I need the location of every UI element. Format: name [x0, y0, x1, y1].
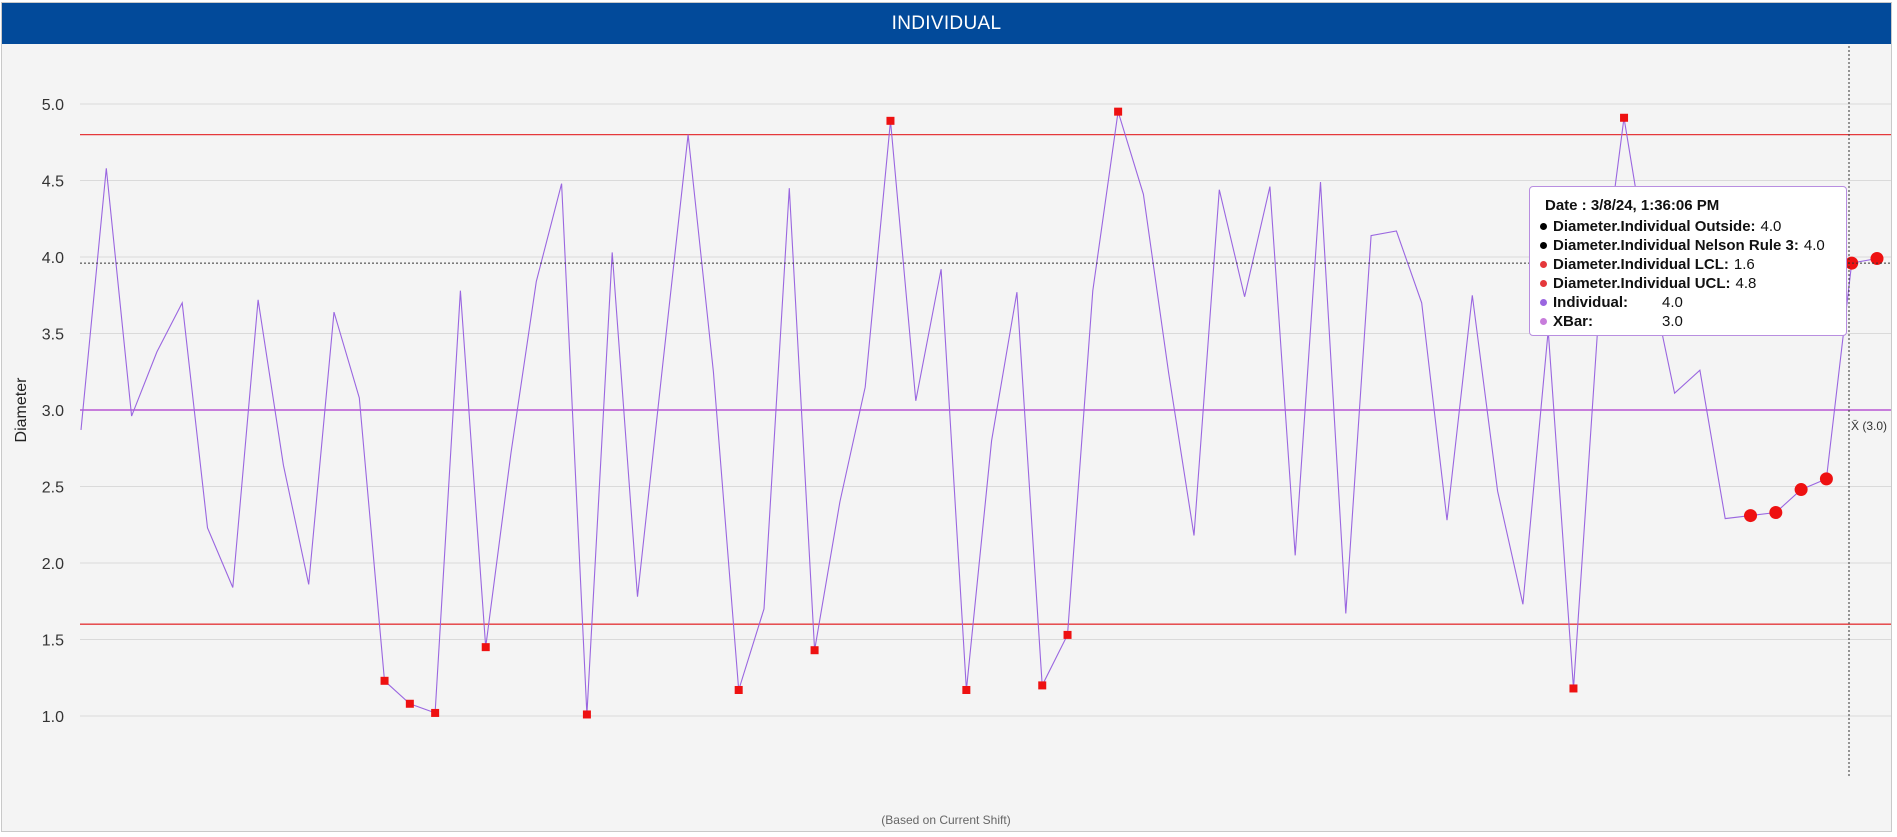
- nelson-rule-marker[interactable]: [1870, 252, 1884, 266]
- tooltip-row-ucl: Diameter.Individual UCL: 4.8: [1540, 274, 1836, 293]
- dot-icon: [1540, 223, 1547, 230]
- outside-limit-marker[interactable]: [1114, 107, 1123, 116]
- xbar-marker-label: X̄ (3.0): [1851, 419, 1887, 433]
- y-tick-label: 2.5: [42, 480, 64, 497]
- y-tick-label: 3.0: [42, 403, 64, 420]
- tooltip-row-nelson: Diameter.Individual Nelson Rule 3: 4.0: [1540, 236, 1836, 255]
- outside-limit-marker[interactable]: [405, 699, 414, 708]
- nelson-rule-marker[interactable]: [1769, 506, 1783, 520]
- dot-icon: [1540, 242, 1547, 249]
- dot-icon: [1540, 318, 1547, 325]
- tooltip-date: Date : 3/8/24, 1:36:06 PM: [1545, 197, 1720, 214]
- individual-series[interactable]: [80, 111, 1878, 715]
- y-tick-label: 2.0: [42, 556, 64, 573]
- nelson-rule-marker[interactable]: [1744, 509, 1758, 523]
- y-tick-label: 1.5: [42, 633, 64, 650]
- y-axis-ticks: 1.0 1.5 2.0 2.5 3.0 3.5 4.0 4.5 5.0: [42, 97, 64, 726]
- nelson-rule-marker[interactable]: [1794, 483, 1808, 497]
- dot-icon: [1540, 299, 1547, 306]
- outside-limit-marker[interactable]: [734, 685, 743, 694]
- tooltip-row-lcl: Diameter.Individual LCL: 1.6: [1540, 255, 1836, 274]
- tooltip-row-individual: Individual: 4.0: [1540, 293, 1836, 312]
- tooltip-row-outside: Diameter.Individual Outside: 4.0: [1540, 217, 1836, 236]
- dot-icon: [1540, 280, 1547, 287]
- control-limits: [80, 133, 1891, 625]
- individual-line[interactable]: [80, 111, 1878, 715]
- y-tick-label: 1.0: [42, 709, 64, 726]
- nelson-rule-marker[interactable]: [1845, 256, 1859, 270]
- violation-markers[interactable]: [380, 107, 1884, 719]
- outside-limit-marker[interactable]: [962, 685, 971, 694]
- dot-icon: [1540, 261, 1547, 268]
- outside-limit-marker[interactable]: [1569, 684, 1578, 693]
- y-tick-label: 4.0: [42, 250, 64, 267]
- y-axis-title: Diameter: [13, 377, 30, 443]
- y-tick-label: 4.5: [42, 174, 64, 191]
- y-tick-label: 3.5: [42, 327, 64, 344]
- tooltip-row-xbar: XBar: 3.0: [1540, 312, 1836, 331]
- hover-tooltip: Date : 3/8/24, 1:36:06 PM Diameter.Indiv…: [1529, 186, 1847, 336]
- outside-limit-marker[interactable]: [1063, 630, 1072, 639]
- outside-limit-marker[interactable]: [380, 676, 389, 685]
- outside-limit-marker[interactable]: [1038, 681, 1047, 690]
- footnote: (Based on Current Shift): [881, 813, 1010, 827]
- outside-limit-marker[interactable]: [886, 116, 895, 125]
- outside-limit-marker[interactable]: [481, 643, 490, 652]
- y-tick-label: 5.0: [42, 97, 64, 114]
- outside-limit-marker[interactable]: [582, 710, 591, 719]
- chart-title: INDIVIDUAL: [2, 3, 1891, 44]
- outside-limit-marker[interactable]: [431, 708, 440, 717]
- outside-limit-marker[interactable]: [1620, 113, 1629, 122]
- nelson-rule-marker[interactable]: [1819, 472, 1833, 486]
- outside-limit-marker[interactable]: [810, 646, 819, 655]
